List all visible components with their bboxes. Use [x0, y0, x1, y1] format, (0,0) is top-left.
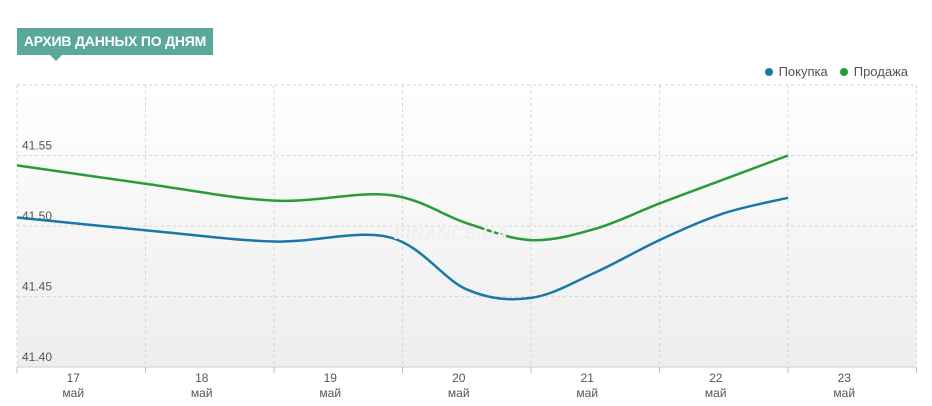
legend-item-buy[interactable]: Покупка: [764, 64, 828, 79]
x-tick-day: 19: [324, 371, 338, 385]
plot-area: [17, 85, 916, 367]
y-tick-label: 41.45: [22, 280, 52, 294]
x-tick-month: май: [833, 386, 855, 400]
x-tick-month: май: [705, 386, 727, 400]
chart-legend: Покупка Продажа: [764, 64, 908, 79]
x-tick-month: май: [62, 386, 84, 400]
series-lines: [16, 154, 789, 301]
watermark-text: FINANCE.UA: [394, 224, 509, 243]
legend-label-sell: Продажа: [853, 64, 908, 79]
x-tick-day: 22: [709, 371, 723, 385]
x-tick-day: 23: [838, 371, 852, 385]
series-line-buy[interactable]: [16, 196, 789, 301]
legend-dot-sell: [839, 67, 848, 76]
x-tick-month: май: [191, 386, 213, 400]
y-tick-label: 41.55: [22, 139, 52, 153]
legend-item-sell[interactable]: Продажа: [839, 64, 908, 79]
x-tick-day: 20: [452, 371, 466, 385]
archive-title-badge: АРХИВ ДАННЫХ ПО ДНЯМ: [17, 28, 213, 61]
x-tick-day: 21: [581, 371, 595, 385]
x-tick-month: май: [448, 386, 470, 400]
legend-dot-buy: [764, 67, 773, 76]
y-tick-label: 41.40: [22, 350, 52, 364]
series-line-sell[interactable]: [16, 154, 789, 242]
x-tick-day: 17: [67, 371, 81, 385]
x-tick-month: май: [576, 386, 598, 400]
legend-label-buy: Покупка: [778, 64, 828, 79]
grid-lines: [16, 84, 917, 373]
x-tick-month: май: [319, 386, 341, 400]
archive-title: АРХИВ ДАННЫХ ПО ДНЯМ: [23, 33, 207, 49]
x-tick-day: 18: [195, 371, 209, 385]
